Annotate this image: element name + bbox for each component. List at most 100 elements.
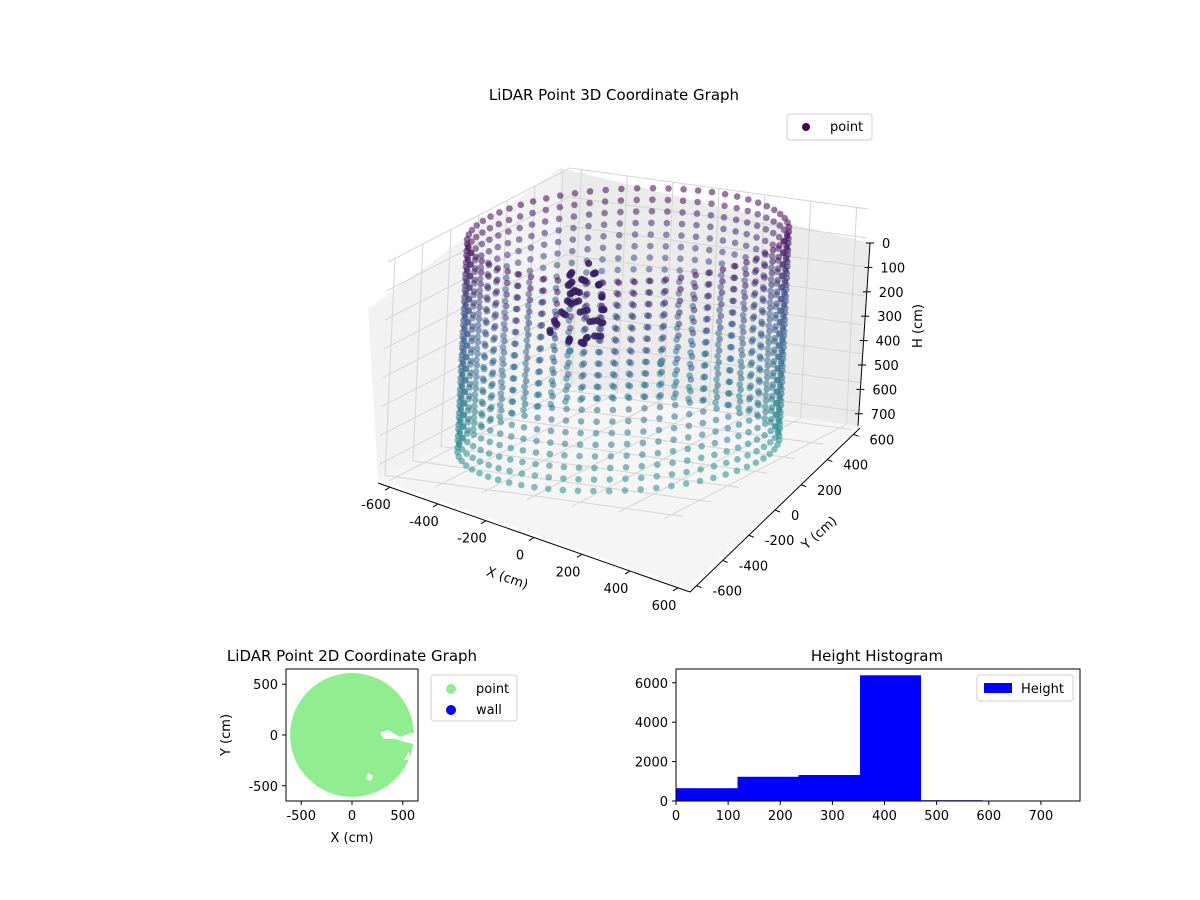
- y-tick-label-3d: -400: [739, 559, 769, 574]
- point: [772, 411, 780, 418]
- point: [768, 264, 775, 272]
- point: [782, 256, 790, 263]
- point: [518, 470, 526, 477]
- point: [654, 449, 662, 457]
- point: [649, 196, 656, 203]
- point: [762, 251, 769, 258]
- point: [488, 403, 495, 411]
- point: [516, 213, 524, 220]
- point: [503, 263, 511, 270]
- point: [775, 406, 783, 414]
- point: [653, 484, 660, 492]
- point: [517, 201, 525, 209]
- point: [728, 332, 736, 339]
- point: [629, 313, 637, 321]
- ticks-hist: 0 100 200 300 400 500 600 700 0 2000 4000 6000: [635, 677, 1053, 824]
- point: [463, 450, 471, 458]
- point: [470, 288, 478, 296]
- point: [461, 400, 468, 407]
- point: [465, 307, 473, 315]
- point: [523, 325, 531, 333]
- hist-bar: [737, 776, 799, 801]
- point: [761, 415, 768, 422]
- point: [578, 394, 586, 402]
- point: [569, 236, 577, 243]
- y-tick-mark-3d: [800, 484, 807, 488]
- point: [515, 271, 523, 278]
- point: [682, 480, 690, 488]
- point: [719, 248, 726, 256]
- point: [763, 385, 770, 393]
- point: [775, 233, 783, 241]
- point: [785, 223, 793, 231]
- point: [537, 345, 545, 352]
- point: [765, 333, 772, 341]
- point: [597, 325, 605, 333]
- chart-2d: LiDAR Point 2D Coordinate Graph -500 0 500…: [219, 647, 518, 846]
- point: [523, 354, 531, 362]
- point: [540, 252, 547, 260]
- point: [465, 295, 473, 303]
- point: [646, 289, 654, 296]
- y-tick-label-2d: 0: [270, 729, 278, 744]
- point: [719, 266, 727, 273]
- point: [624, 417, 632, 425]
- point: [500, 320, 508, 328]
- legend-hist-label: Height: [1021, 682, 1064, 697]
- point: [753, 222, 761, 230]
- point: [529, 198, 537, 205]
- point: [539, 264, 547, 272]
- point: [715, 347, 723, 354]
- point: [502, 286, 510, 293]
- point: [612, 337, 620, 344]
- point: [586, 199, 593, 207]
- point: [735, 404, 742, 412]
- point: [730, 286, 738, 293]
- point: [736, 409, 743, 417]
- point: [773, 388, 781, 395]
- point: [771, 334, 779, 342]
- point: [763, 202, 771, 210]
- point: [576, 441, 584, 448]
- point: [761, 432, 768, 439]
- point: [712, 416, 720, 424]
- point: [701, 373, 709, 381]
- point: [525, 290, 533, 298]
- point: [477, 263, 485, 271]
- point: [576, 452, 583, 460]
- point: [623, 440, 631, 448]
- point: [724, 424, 732, 432]
- point: [679, 209, 686, 216]
- point: [615, 279, 623, 287]
- point: [526, 267, 534, 275]
- point: [471, 276, 479, 284]
- point: [509, 409, 516, 417]
- point: [483, 319, 490, 327]
- point: [464, 318, 472, 326]
- point: [707, 212, 715, 219]
- point: [669, 448, 677, 455]
- point: [692, 272, 699, 279]
- point: [696, 477, 704, 485]
- point: [729, 309, 737, 316]
- point: [770, 218, 777, 225]
- point: [592, 441, 599, 449]
- point: [461, 388, 469, 396]
- point: [780, 249, 787, 256]
- point: [534, 402, 542, 410]
- x-tick-label-3d: -600: [361, 498, 391, 513]
- point: [630, 290, 638, 298]
- point: [744, 207, 752, 215]
- point: [734, 444, 742, 452]
- point: [479, 388, 487, 396]
- point: [482, 342, 489, 350]
- point: [727, 367, 734, 374]
- point: [776, 242, 783, 249]
- point: [631, 242, 638, 250]
- point: [644, 324, 652, 331]
- point: [768, 404, 776, 411]
- hist-bar: [676, 788, 738, 801]
- point: [538, 333, 545, 341]
- point: [685, 422, 693, 430]
- point: [754, 210, 761, 218]
